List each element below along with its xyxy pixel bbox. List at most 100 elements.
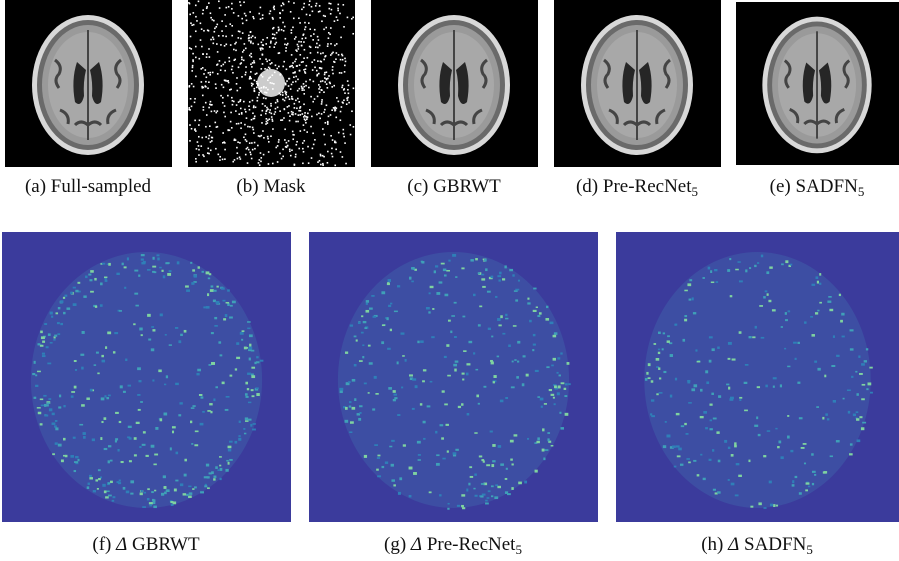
speckle xyxy=(252,149,254,151)
speckle xyxy=(540,398,544,401)
speckle xyxy=(304,129,306,131)
speckle xyxy=(56,312,59,314)
speckle xyxy=(243,136,245,138)
speckle xyxy=(120,385,123,388)
speckle xyxy=(258,13,260,15)
speckle xyxy=(505,397,508,399)
speckle xyxy=(188,107,190,109)
speckle xyxy=(143,431,146,433)
speckle xyxy=(412,378,416,380)
speckle xyxy=(101,397,105,400)
speckle xyxy=(461,403,463,406)
speckle xyxy=(546,366,549,368)
speckle xyxy=(785,260,788,263)
speckle xyxy=(347,17,349,19)
speckle xyxy=(291,111,293,113)
speckle xyxy=(272,33,274,35)
speckle xyxy=(319,118,321,120)
speckle xyxy=(703,411,707,414)
speckle xyxy=(75,456,78,458)
speckle xyxy=(305,85,307,87)
speckle xyxy=(441,437,444,439)
speckle xyxy=(273,6,275,8)
speckle xyxy=(121,461,124,463)
speckle xyxy=(327,122,329,124)
speckle xyxy=(137,394,140,396)
speckle xyxy=(272,128,274,130)
speckle xyxy=(397,285,400,287)
speckle xyxy=(238,438,241,441)
speckle xyxy=(215,112,217,114)
speckle xyxy=(107,331,111,334)
speckle xyxy=(236,77,238,79)
speckle xyxy=(55,442,58,444)
speckle xyxy=(289,149,291,151)
speckle xyxy=(866,388,868,390)
speckle xyxy=(376,469,379,471)
speckle xyxy=(311,61,313,63)
speckle xyxy=(282,22,284,24)
speckle xyxy=(265,98,267,100)
speckle xyxy=(140,493,143,496)
speckle xyxy=(500,463,504,465)
speckle xyxy=(337,8,339,10)
speckle xyxy=(829,309,833,311)
speckle xyxy=(235,50,237,52)
speckle xyxy=(827,301,831,303)
speckle xyxy=(338,101,340,103)
speckle xyxy=(700,389,703,392)
speckle xyxy=(795,476,798,478)
speckle xyxy=(219,456,222,458)
speckle xyxy=(213,300,216,303)
speckle xyxy=(443,269,446,272)
speckle xyxy=(279,110,281,112)
speckle xyxy=(226,43,228,45)
speckle xyxy=(705,427,708,429)
speckle xyxy=(717,491,721,493)
speckle xyxy=(270,103,272,105)
speckle xyxy=(229,129,231,131)
speckle xyxy=(522,383,525,386)
speckle xyxy=(388,387,392,390)
speckle xyxy=(282,119,284,121)
speckle xyxy=(229,89,231,91)
speckle xyxy=(307,113,309,115)
speckle xyxy=(63,297,65,299)
speckle xyxy=(318,112,320,114)
speckle xyxy=(341,106,343,108)
speckle xyxy=(401,332,405,334)
speckle xyxy=(327,123,329,125)
speckle xyxy=(448,320,451,322)
speckle xyxy=(514,359,516,361)
speckle xyxy=(301,38,303,40)
speckle xyxy=(195,46,197,48)
speckle xyxy=(492,460,495,462)
speckle xyxy=(203,106,205,108)
speckle xyxy=(334,110,336,112)
speckle xyxy=(201,28,203,30)
speckle xyxy=(215,148,217,150)
speckle xyxy=(444,274,447,276)
speckle xyxy=(232,301,236,304)
speckle xyxy=(225,80,227,82)
speckle xyxy=(278,52,280,54)
speckle xyxy=(267,136,269,138)
speckle xyxy=(299,70,301,72)
speckle xyxy=(280,119,282,121)
speckle xyxy=(785,312,787,315)
speckle xyxy=(161,493,164,496)
speckle xyxy=(123,391,126,393)
speckle xyxy=(231,25,233,27)
speckle xyxy=(659,392,663,394)
speckle xyxy=(544,403,547,405)
speckle xyxy=(840,320,843,323)
speckle xyxy=(178,414,181,416)
speckle xyxy=(247,147,249,149)
speckle xyxy=(277,101,279,103)
speckle xyxy=(240,63,242,65)
speckle xyxy=(236,147,238,149)
speckle xyxy=(420,340,424,343)
speckle xyxy=(261,42,263,44)
speckle xyxy=(83,295,86,297)
speckle xyxy=(153,506,157,509)
